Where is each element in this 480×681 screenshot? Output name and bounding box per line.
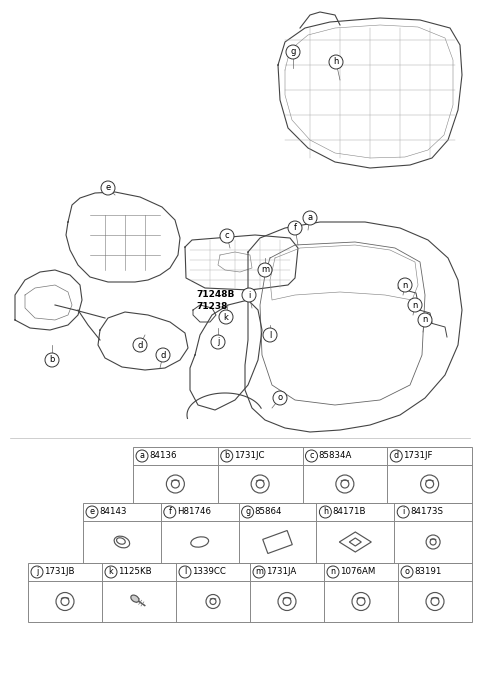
Text: m: m bbox=[261, 266, 269, 274]
Circle shape bbox=[101, 181, 115, 195]
Circle shape bbox=[242, 288, 256, 302]
Circle shape bbox=[220, 229, 234, 243]
Text: g: g bbox=[290, 48, 296, 57]
Circle shape bbox=[286, 45, 300, 59]
Circle shape bbox=[211, 335, 225, 349]
Text: d: d bbox=[160, 351, 166, 360]
Text: d: d bbox=[394, 452, 399, 460]
Circle shape bbox=[45, 353, 59, 367]
Text: 84173S: 84173S bbox=[410, 507, 443, 516]
Circle shape bbox=[398, 278, 412, 292]
Text: 1339CC: 1339CC bbox=[192, 567, 226, 577]
Text: 1731JF: 1731JF bbox=[403, 452, 433, 460]
Circle shape bbox=[263, 328, 277, 342]
Text: l: l bbox=[184, 567, 186, 577]
Text: 84136: 84136 bbox=[149, 452, 177, 460]
Text: d: d bbox=[137, 340, 143, 349]
Bar bbox=[263, 530, 292, 554]
Circle shape bbox=[327, 566, 339, 578]
Text: h: h bbox=[333, 57, 339, 67]
Text: 1731JC: 1731JC bbox=[234, 452, 264, 460]
Text: k: k bbox=[108, 567, 113, 577]
Text: a: a bbox=[307, 214, 312, 223]
Ellipse shape bbox=[131, 595, 139, 602]
Text: f: f bbox=[168, 507, 171, 516]
Circle shape bbox=[418, 313, 432, 327]
Text: 71248B: 71248B bbox=[196, 290, 234, 299]
Text: l: l bbox=[269, 330, 271, 340]
Circle shape bbox=[397, 506, 409, 518]
Text: 1731JB: 1731JB bbox=[44, 567, 74, 577]
Text: i: i bbox=[402, 507, 404, 516]
Circle shape bbox=[164, 506, 176, 518]
Text: b: b bbox=[49, 355, 55, 364]
Text: 85864: 85864 bbox=[254, 507, 282, 516]
Circle shape bbox=[86, 506, 98, 518]
Circle shape bbox=[288, 221, 302, 235]
Text: g: g bbox=[245, 507, 250, 516]
Text: c: c bbox=[309, 452, 314, 460]
Text: o: o bbox=[277, 394, 283, 402]
Circle shape bbox=[273, 391, 287, 405]
Text: 84171B: 84171B bbox=[332, 507, 366, 516]
Circle shape bbox=[258, 263, 272, 277]
Text: 1125KB: 1125KB bbox=[118, 567, 152, 577]
Circle shape bbox=[401, 566, 413, 578]
Circle shape bbox=[31, 566, 43, 578]
Circle shape bbox=[219, 310, 233, 324]
Text: m: m bbox=[255, 567, 263, 577]
Text: h: h bbox=[323, 507, 328, 516]
Text: 1731JA: 1731JA bbox=[266, 567, 296, 577]
Circle shape bbox=[253, 566, 265, 578]
Circle shape bbox=[319, 506, 331, 518]
Text: n: n bbox=[331, 567, 336, 577]
Circle shape bbox=[305, 450, 317, 462]
Text: c: c bbox=[225, 232, 229, 240]
Text: j: j bbox=[36, 567, 38, 577]
Text: 83191: 83191 bbox=[414, 567, 442, 577]
Circle shape bbox=[303, 211, 317, 225]
Text: n: n bbox=[402, 281, 408, 289]
Bar bbox=[133, 447, 472, 503]
Text: 71238: 71238 bbox=[196, 302, 228, 311]
Text: 1076AM: 1076AM bbox=[340, 567, 375, 577]
Bar bbox=[28, 563, 472, 622]
Text: H81746: H81746 bbox=[177, 507, 211, 516]
Circle shape bbox=[241, 506, 253, 518]
Text: n: n bbox=[412, 300, 418, 309]
Circle shape bbox=[390, 450, 402, 462]
Text: j: j bbox=[217, 338, 219, 347]
Text: 84143: 84143 bbox=[99, 507, 127, 516]
Text: i: i bbox=[248, 291, 250, 300]
Bar bbox=[83, 503, 472, 563]
Circle shape bbox=[408, 298, 422, 312]
Circle shape bbox=[221, 450, 233, 462]
Circle shape bbox=[156, 348, 170, 362]
Circle shape bbox=[179, 566, 191, 578]
Text: f: f bbox=[293, 223, 297, 232]
Text: n: n bbox=[422, 315, 428, 325]
Text: 85834A: 85834A bbox=[319, 452, 352, 460]
Circle shape bbox=[329, 55, 343, 69]
Text: o: o bbox=[405, 567, 409, 577]
Circle shape bbox=[105, 566, 117, 578]
Circle shape bbox=[136, 450, 148, 462]
Text: e: e bbox=[89, 507, 95, 516]
Text: e: e bbox=[106, 183, 110, 193]
Text: a: a bbox=[140, 452, 144, 460]
Circle shape bbox=[133, 338, 147, 352]
Text: b: b bbox=[224, 452, 229, 460]
Text: k: k bbox=[224, 313, 228, 321]
